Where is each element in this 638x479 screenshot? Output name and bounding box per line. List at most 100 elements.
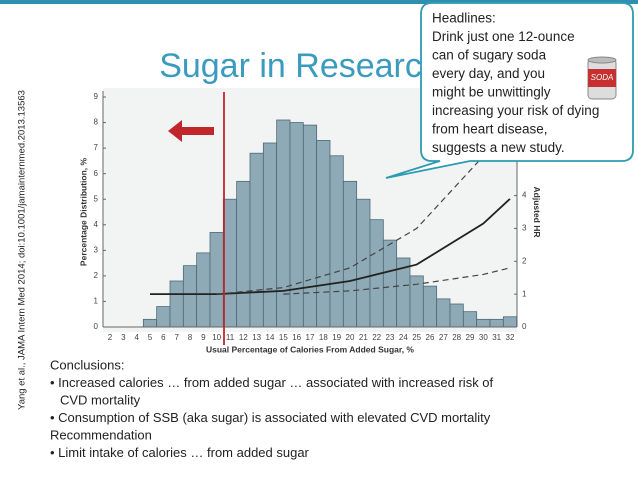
x-tick-label: 28 bbox=[452, 333, 461, 342]
x-tick-label: 25 bbox=[412, 333, 421, 342]
callout-line: might be unwittingly bbox=[432, 85, 551, 100]
callout-line: from heart disease, bbox=[432, 122, 548, 137]
bar bbox=[302, 124, 318, 328]
y-tick-label: 2 bbox=[94, 271, 99, 280]
x-tick-label: 29 bbox=[466, 333, 475, 342]
can-label bbox=[588, 69, 616, 87]
y-tick-label: 0 bbox=[94, 322, 99, 331]
bar bbox=[222, 198, 238, 328]
bar bbox=[409, 275, 424, 328]
conclusion-line: Recommendation bbox=[50, 427, 152, 442]
bar bbox=[462, 311, 478, 328]
top-bar bbox=[0, 0, 638, 4]
y2-tick-label: 4 bbox=[522, 191, 527, 200]
x-tick-label: 16 bbox=[292, 333, 301, 342]
bar bbox=[476, 318, 491, 328]
x-tick-label: 20 bbox=[346, 333, 355, 342]
x-tick-label: 12 bbox=[239, 333, 248, 342]
conclusion-line: • Consumption of SSB (aka sugar) is asso… bbox=[50, 410, 491, 425]
bar bbox=[329, 155, 344, 328]
conclusion-line: • Increased calories … from added sugar … bbox=[50, 375, 494, 390]
bar bbox=[262, 142, 278, 328]
x-tick-label: 30 bbox=[479, 333, 488, 342]
y2-axis-label: Adjusted HR bbox=[532, 187, 542, 238]
callout-box bbox=[385, 2, 634, 179]
bar bbox=[196, 252, 211, 328]
bar bbox=[502, 316, 518, 328]
y2-tick-label: 0 bbox=[522, 322, 527, 331]
bar bbox=[356, 198, 371, 328]
callout-line: Headlines: bbox=[432, 11, 496, 26]
y-tick-label: 8 bbox=[94, 118, 99, 127]
hr-curve bbox=[283, 267, 511, 295]
bar bbox=[436, 298, 451, 328]
bar bbox=[156, 306, 171, 328]
callout-line: Drink just one 12-ounce bbox=[432, 29, 575, 44]
x-tick-label: 13 bbox=[252, 333, 261, 342]
conclusion-line: • Limit intake of calories … from added … bbox=[50, 445, 310, 460]
slide-title: Sugar in Research bbox=[159, 47, 441, 85]
x-tick-label: 14 bbox=[266, 333, 275, 342]
x-tick-label: 3 bbox=[121, 333, 126, 342]
conclusion-line: Conclusions: bbox=[50, 357, 124, 372]
x-tick-label: 11 bbox=[226, 333, 235, 342]
soda-can: SODA bbox=[587, 56, 617, 100]
callout-line: increasing your risk of dying bbox=[432, 103, 599, 118]
x-tick-label: 9 bbox=[201, 333, 206, 342]
x-tick-label: 23 bbox=[386, 333, 395, 342]
x-tick-label: 21 bbox=[359, 333, 368, 342]
bar bbox=[236, 180, 251, 328]
y2-tick-label: 1 bbox=[522, 289, 527, 298]
bar bbox=[489, 318, 504, 328]
x-tick-label: 27 bbox=[439, 333, 448, 342]
bar bbox=[142, 318, 158, 328]
bar bbox=[209, 232, 224, 328]
x-tick-label: 26 bbox=[426, 333, 435, 342]
x-tick-label: 8 bbox=[188, 333, 193, 342]
x-tick-label: 10 bbox=[212, 333, 221, 342]
bar bbox=[422, 285, 438, 328]
y-tick-label: 9 bbox=[94, 92, 99, 101]
bar bbox=[182, 265, 198, 328]
x-tick-label: 31 bbox=[492, 333, 501, 342]
conclusion-line: CVD mortality bbox=[60, 392, 141, 407]
y2-tick-label: 2 bbox=[522, 256, 527, 265]
callout-line: suggests a new study. bbox=[432, 140, 565, 155]
x-tick-label: 18 bbox=[319, 333, 328, 342]
y-tick-label: 4 bbox=[94, 220, 99, 229]
x-tick-label: 7 bbox=[174, 333, 179, 342]
y-tick-label: 7 bbox=[94, 143, 99, 152]
y-tick-label: 1 bbox=[94, 297, 99, 306]
x-tick-label: 2 bbox=[108, 333, 113, 342]
y2-tick-label: 3 bbox=[522, 224, 527, 233]
bar bbox=[449, 303, 464, 328]
x-tick-label: 22 bbox=[372, 333, 381, 342]
bar bbox=[289, 122, 304, 328]
x-tick-label: 32 bbox=[506, 333, 515, 342]
callout-line: can of sugary soda bbox=[432, 48, 547, 63]
bar bbox=[316, 140, 331, 328]
soda-label: SODA bbox=[591, 73, 614, 82]
x-tick-label: 15 bbox=[279, 333, 288, 342]
x-tick-label: 17 bbox=[306, 333, 315, 342]
bar bbox=[276, 119, 291, 328]
x-tick-label: 4 bbox=[134, 333, 139, 342]
left-arrow bbox=[168, 120, 214, 142]
x-tick-label: 6 bbox=[161, 333, 166, 342]
y-tick-label: 6 bbox=[94, 169, 99, 178]
bar bbox=[342, 180, 358, 328]
x-tick-label: 24 bbox=[399, 333, 408, 342]
y-tick-label: 5 bbox=[94, 194, 99, 203]
x-axis-label: Usual Percentage of Calories From Added … bbox=[206, 344, 414, 354]
y-tick-label: 3 bbox=[94, 245, 99, 254]
callout-line: every day, and you bbox=[432, 66, 545, 81]
citation: Yang et al., JAMA Intern Med 2014; doi:1… bbox=[17, 90, 28, 410]
x-tick-label: 19 bbox=[332, 333, 341, 342]
bar bbox=[169, 280, 184, 328]
y-axis-label: Percentage Distribution, % bbox=[78, 157, 88, 266]
can-top bbox=[587, 56, 617, 64]
x-tick-label: 5 bbox=[148, 333, 153, 342]
bar bbox=[249, 152, 264, 328]
